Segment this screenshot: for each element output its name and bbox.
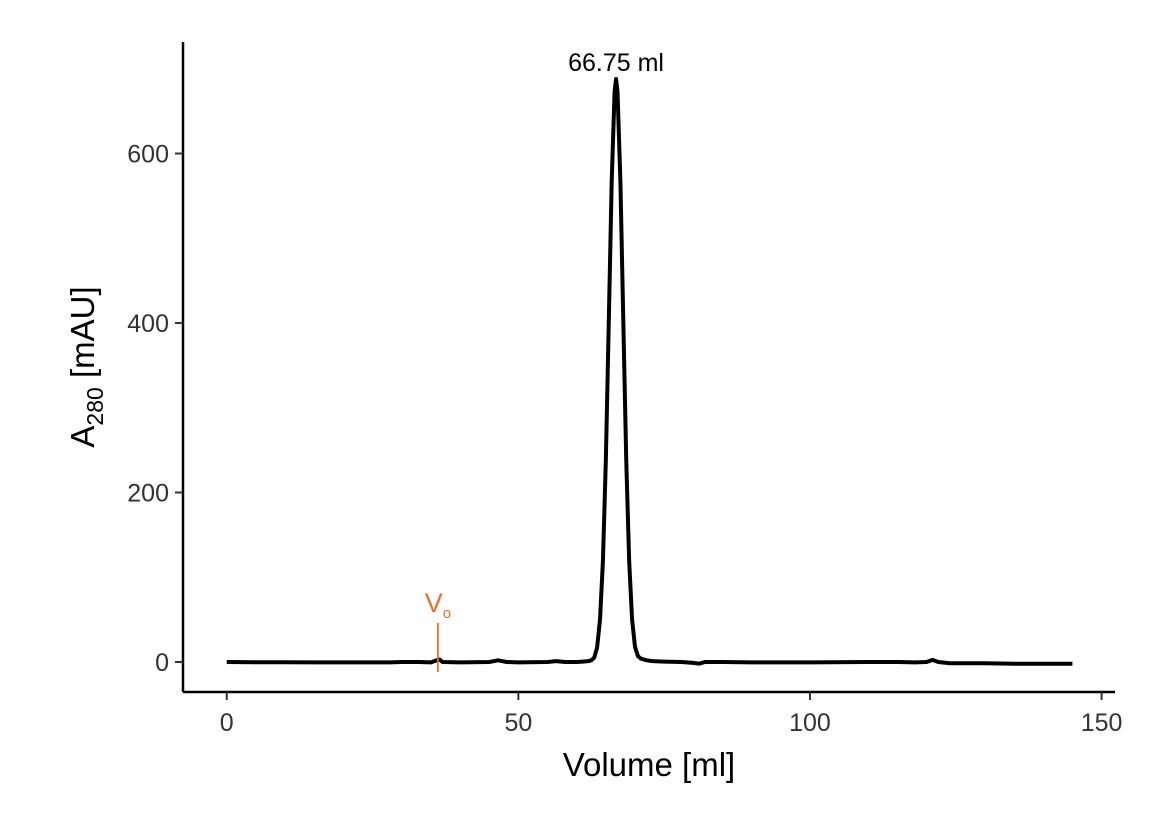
- y-axis-title-subscript: 280: [82, 387, 108, 425]
- y-axis-title: A280 [mAU]: [64, 286, 108, 447]
- x-axis-title: Volume [ml]: [563, 746, 735, 783]
- y-tick-label: 0: [155, 649, 169, 677]
- chromatogram-line: [226, 76, 1073, 666]
- void-volume-label-main: V: [425, 588, 443, 618]
- y-tick-label: 400: [127, 310, 169, 338]
- void-volume-label: Vo: [425, 588, 451, 622]
- y-tick-label: 200: [127, 480, 169, 508]
- x-tick-label: 50: [504, 709, 532, 737]
- x-tick-label: 100: [789, 709, 831, 737]
- x-tick-label: 150: [1081, 709, 1123, 737]
- y-axis-title-suffix: [mAU]: [64, 286, 101, 387]
- void-volume-label-subscript: o: [443, 605, 451, 622]
- x-tick-label: 0: [220, 709, 234, 737]
- y-axis-title-main: A: [64, 426, 101, 448]
- y-tick-label: 600: [127, 141, 169, 169]
- peak-label: 66.75 ml: [568, 49, 664, 77]
